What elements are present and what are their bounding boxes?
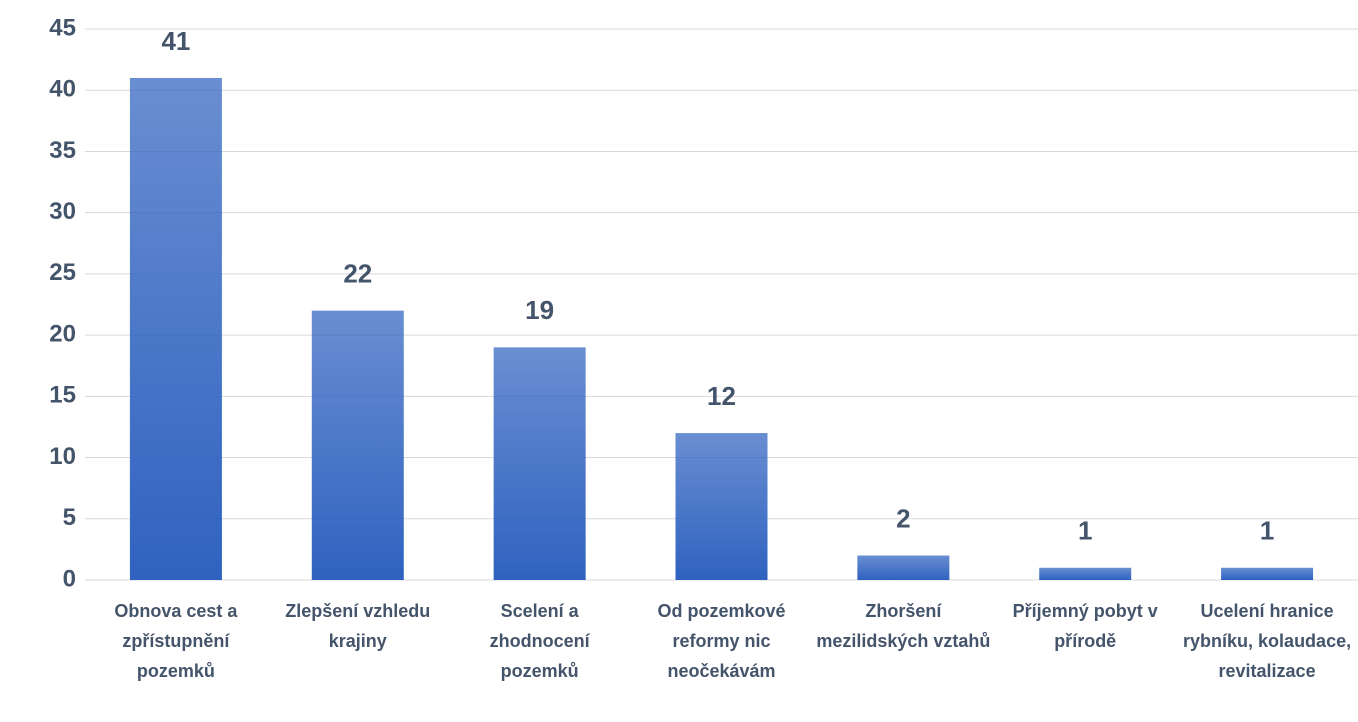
y-tick-label: 25 <box>49 259 76 286</box>
y-tick-label: 0 <box>63 565 76 592</box>
x-tick-label: Zhoršení mezilidských vztahů <box>816 601 991 651</box>
x-tick-label: Zlepšení vzhledu krajiny <box>285 601 431 651</box>
y-tick-label: 40 <box>49 76 76 103</box>
bar <box>857 555 950 580</box>
bar <box>493 347 586 580</box>
y-tick-label: 15 <box>49 382 76 409</box>
bar <box>1039 567 1132 580</box>
data-label: 19 <box>525 295 554 325</box>
data-label: 41 <box>161 26 190 56</box>
y-tick-label: 5 <box>63 504 76 531</box>
y-tick-label: 10 <box>49 443 76 470</box>
bar <box>1221 567 1314 580</box>
y-tick-label: 20 <box>49 320 76 347</box>
x-tick-label: Obnova cest a zpřístupnění pozemků <box>114 601 238 681</box>
data-label: 22 <box>343 258 372 288</box>
data-label: 1 <box>1078 516 1092 546</box>
y-tick-label: 45 <box>49 14 76 41</box>
y-tick-label: 30 <box>49 198 76 225</box>
bar <box>311 310 404 580</box>
bar <box>675 433 768 580</box>
data-label: 1 <box>1260 516 1274 546</box>
data-label: 12 <box>707 381 736 411</box>
y-tick-label: 35 <box>49 137 76 164</box>
x-tick-label: Od pozemkové reformy nic neočekávám <box>657 601 786 681</box>
x-tick-label: Scelení a zhodnocení pozemků <box>489 601 590 681</box>
x-tick-label: Ucelení hranice rybníku, kolaudace, revi… <box>1183 601 1352 681</box>
x-tick-label: Příjemný pobyt v přírodě <box>1012 601 1158 651</box>
data-label: 2 <box>896 503 910 533</box>
bar <box>129 77 222 580</box>
